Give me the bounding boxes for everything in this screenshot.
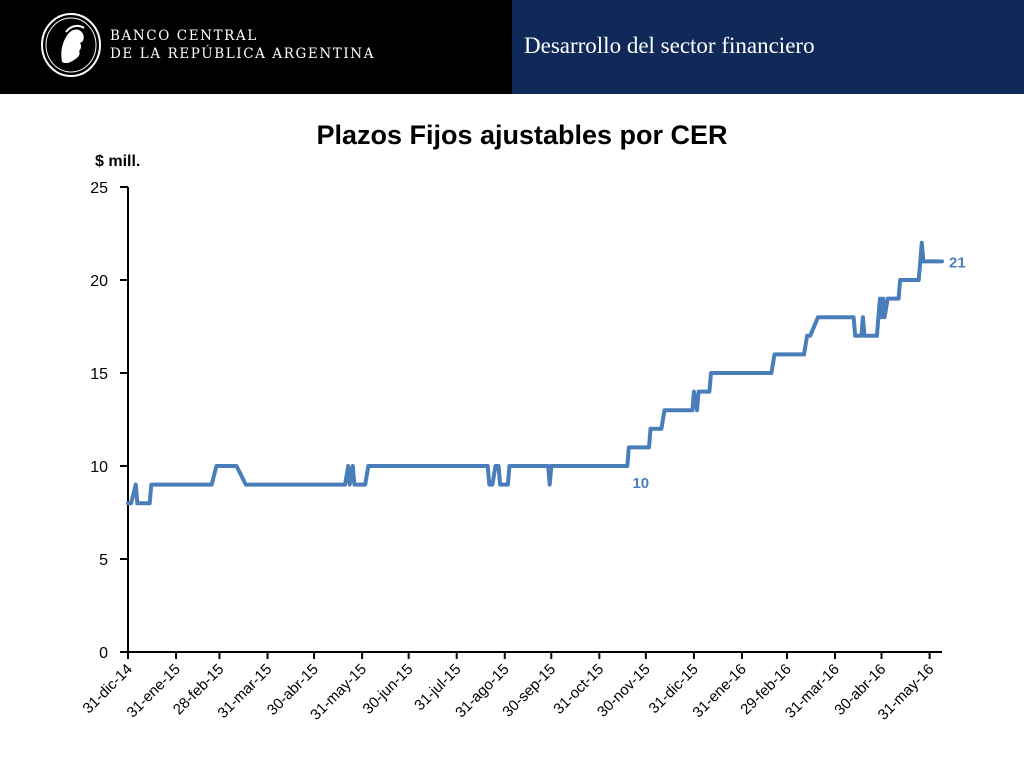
section-title: Desarrollo del sector financiero <box>524 33 815 58</box>
y-tick-label: 25 <box>90 180 108 197</box>
data-label: 21 <box>949 254 966 271</box>
y-tick-label: 10 <box>90 459 108 476</box>
data-label: 10 <box>632 475 649 492</box>
chart-area: Plazos Fijos ajustables por CER $ mill. … <box>0 94 1024 768</box>
y-axis-unit-label: $ mill. <box>95 153 140 170</box>
annotation-layer: 10 21 <box>632 254 965 492</box>
y-tick-label: 15 <box>90 366 108 383</box>
slide-header: BANCO CENTRAL DE LA REPÚBLICA ARGENTINA … <box>0 0 1024 94</box>
y-tick-label: 5 <box>99 552 108 569</box>
x-tick-label: 30-jun-15 <box>360 661 417 718</box>
y-tick-label: 20 <box>90 273 108 290</box>
bank-name: BANCO CENTRAL DE LA REPÚBLICA ARGENTINA <box>110 27 375 63</box>
chart-title: Plazos Fijos ajustables por CER <box>316 120 727 150</box>
header-right-panel: Desarrollo del sector financiero <box>512 0 1024 94</box>
line-chart: Plazos Fijos ajustables por CER $ mill. … <box>80 120 966 724</box>
series-line <box>126 240 944 506</box>
y-tick-label: 0 <box>99 645 108 662</box>
series-layer <box>126 240 944 506</box>
bank-name-line1: BANCO CENTRAL <box>110 28 258 44</box>
x-axis: 31-dic-1431-ene-1528-feb-1531-mar-1530-a… <box>80 651 942 724</box>
header-left-panel: BANCO CENTRAL DE LA REPÚBLICA ARGENTINA <box>0 0 512 94</box>
y-axis: 0 5 10 15 20 25 <box>90 180 129 662</box>
bcra-seal-icon <box>41 13 101 77</box>
bank-name-line2: DE LA REPÚBLICA ARGENTINA <box>110 46 376 62</box>
